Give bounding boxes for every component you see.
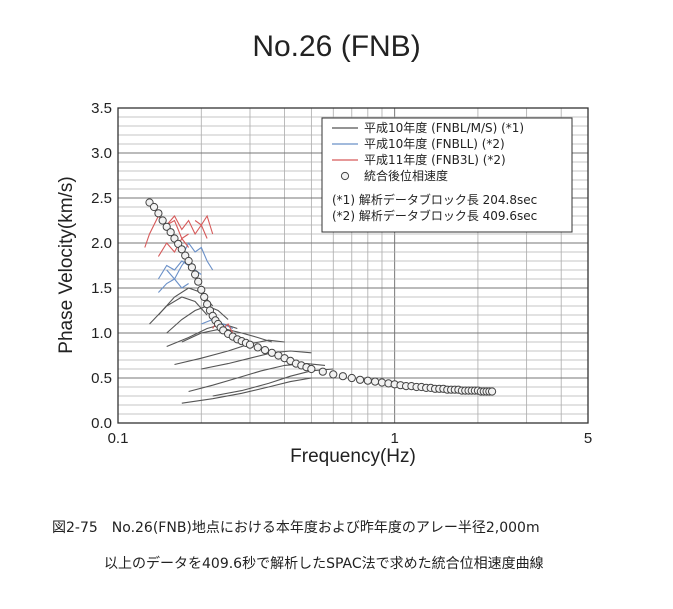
- y-tick-label: 0.0: [91, 415, 112, 432]
- merged-point: [363, 376, 372, 385]
- dispersion-curve: [194, 214, 214, 235]
- dispersion-curve: [166, 323, 238, 348]
- dispersion-curve: [149, 296, 208, 325]
- y-tick-label: 1.5: [91, 280, 112, 297]
- merged-point: [338, 372, 347, 381]
- legend-label: 平成10年度 (FNBL/M/S) (*1): [364, 120, 524, 135]
- x-axis-label: Frequency(Hz): [290, 446, 416, 467]
- y-tick-label: 1.0: [91, 325, 112, 342]
- merged-point: [253, 343, 262, 352]
- legend-note: (*2) 解析データブロック長 409.6sec: [332, 208, 537, 223]
- merged-point: [184, 256, 193, 266]
- x-tick-label: 0.1: [108, 430, 129, 447]
- merged-point: [245, 340, 255, 349]
- dispersion-curve: [181, 327, 273, 343]
- dispersion-curve: [181, 377, 312, 404]
- merged-point: [187, 263, 197, 272]
- legend-label: 統合後位相速度: [364, 168, 448, 183]
- merged-point: [158, 216, 167, 225]
- tick-labels: 0.1 1 5 0.0 0.5 1.0 1.5 2.0 2.5 3.0 3.5: [91, 100, 592, 447]
- legend-note: (*1) 解析データブロック長 204.8sec: [332, 192, 537, 207]
- merged-point: [191, 270, 200, 279]
- merged-point: [166, 228, 175, 237]
- merged-point: [260, 346, 270, 355]
- merged-point: [355, 375, 365, 384]
- y-tick-label: 3.0: [91, 145, 112, 162]
- merged-point: [200, 292, 209, 302]
- dispersion-curve: [157, 278, 189, 293]
- legend-box: [321, 117, 573, 233]
- merged-point: [487, 387, 497, 396]
- dispersion-curve: [166, 305, 229, 334]
- phase-velocity-chart: 0.1 1 5 0.0 0.5 1.0 1.5 2.0 2.5 3.0 3.5 Frequency(…: [56, 100, 592, 467]
- merged-point: [154, 209, 163, 218]
- chart-title: No.26 (FNB): [252, 30, 421, 63]
- caption-line-2: 以上のデータを409.6秒で解析したSPAC法で求めた統合位相速度曲線: [104, 556, 544, 572]
- dispersion-curve: [157, 237, 190, 257]
- legend: 平成10年度 (FNBL/M/S) (*1)平成10年度 (FNBLL) (*2…: [321, 117, 573, 233]
- y-axis-label: Phase Velocity(km/s): [56, 176, 77, 353]
- merged-point: [194, 277, 203, 286]
- x-tick-label: 5: [584, 430, 592, 447]
- y-tick-label: 2.0: [91, 235, 112, 252]
- merged-point: [347, 373, 356, 383]
- merged-curve-markers: [145, 198, 497, 396]
- merged-point: [371, 377, 380, 386]
- merged-point: [162, 222, 171, 231]
- y-tick-label: 3.5: [91, 100, 112, 117]
- dispersion-curve: [201, 350, 312, 370]
- y-tick-label: 2.5: [91, 190, 112, 207]
- y-tick-label: 0.5: [91, 370, 112, 387]
- caption-line-1: 図2-75 No.26(FNB)地点における本年度および昨年度のアレー半径2,0…: [52, 520, 540, 536]
- dispersion-curve: [212, 368, 334, 397]
- merged-point: [149, 202, 159, 212]
- merged-point: [329, 370, 338, 379]
- legend-marker: [340, 171, 350, 181]
- legend-label: 平成11年度 (FNB3L) (*2): [364, 152, 506, 167]
- merged-point: [177, 245, 186, 254]
- x-tick-label: 1: [390, 430, 398, 447]
- legend-label: 平成10年度 (FNBLL) (*2): [364, 136, 505, 151]
- merged-point: [307, 364, 316, 374]
- merged-point: [318, 367, 327, 376]
- plot-frame: [117, 107, 589, 424]
- merged-point: [197, 285, 206, 294]
- series-layer: [144, 214, 334, 404]
- dispersion-curve: [174, 339, 285, 366]
